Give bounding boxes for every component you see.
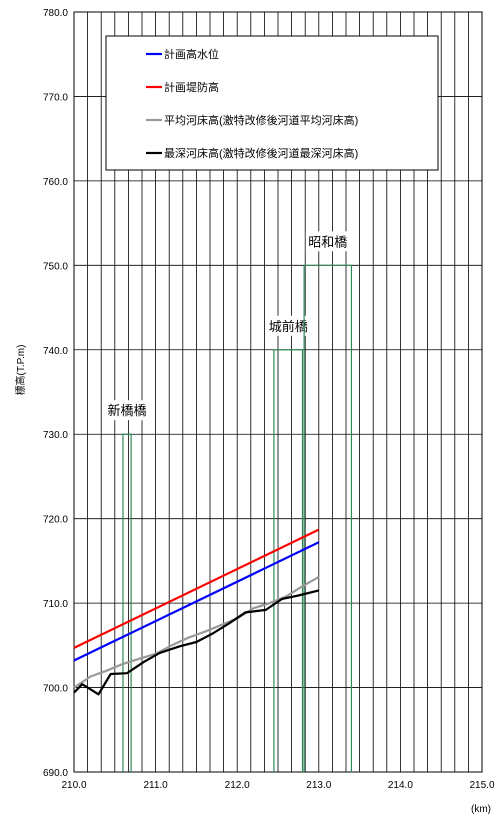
legend-box <box>105 35 439 171</box>
x-tick-label: 214.0 <box>388 780 413 791</box>
y-tick-label: 690.0 <box>43 768 68 779</box>
y-tick-label: 700.0 <box>43 684 68 695</box>
series-line <box>73 589 320 696</box>
x-axis-unit: (km) <box>471 804 491 815</box>
y-axis-title: 標高(T.P.m) <box>14 345 27 396</box>
y-tick-label: 730.0 <box>43 430 68 441</box>
series-line <box>73 575 320 689</box>
y-tick-label: 740.0 <box>43 346 68 357</box>
series-line <box>73 541 320 662</box>
x-tick-label: 215.0 <box>469 780 494 791</box>
y-tick-label: 720.0 <box>43 515 68 526</box>
x-tick-label: 213.0 <box>306 780 331 791</box>
tick-labels: 690.0 700.0 710.0 720.0 730.0 740.0 750.0 760.0… <box>43 8 495 791</box>
bridge-label: 新橋橋 <box>108 403 147 418</box>
legend-entry-label: 計画高水位 <box>164 47 219 61</box>
bridge-outline <box>122 433 132 772</box>
x-tick-label: 211.0 <box>143 780 168 791</box>
legend-entry-label: 計画堤防高 <box>164 80 219 94</box>
bridge-label-bg <box>305 231 350 252</box>
bridge-outline <box>303 264 353 772</box>
legend-entry-label: 平均河床高(激特改修後河道平均河床高) <box>164 113 358 127</box>
y-tick-label: 760.0 <box>43 177 68 188</box>
y-tick-label: 770.0 <box>43 92 68 103</box>
plot-frame <box>73 11 483 773</box>
series-line <box>73 528 320 649</box>
bridge-label: 昭和橋 <box>308 234 347 249</box>
y-tick-label: 710.0 <box>43 599 68 610</box>
bridge-label-bg <box>266 315 311 336</box>
bridge-label: 城前橋 <box>269 319 308 334</box>
y-tick-label: 750.0 <box>43 261 68 272</box>
bridges: 新橋橋 城前橋 昭和橋 <box>105 231 353 772</box>
bridge-label-bg <box>105 400 150 421</box>
x-tick-label: 212.0 <box>225 780 250 791</box>
bridge-outline <box>273 349 304 772</box>
x-tick-label: 210.0 <box>61 780 86 791</box>
series-lines <box>73 528 320 696</box>
legend-entry-label: 最深河床高(激特改修後河道最深河床高) <box>164 146 358 160</box>
y-tick-label: 780.0 <box>43 8 68 19</box>
